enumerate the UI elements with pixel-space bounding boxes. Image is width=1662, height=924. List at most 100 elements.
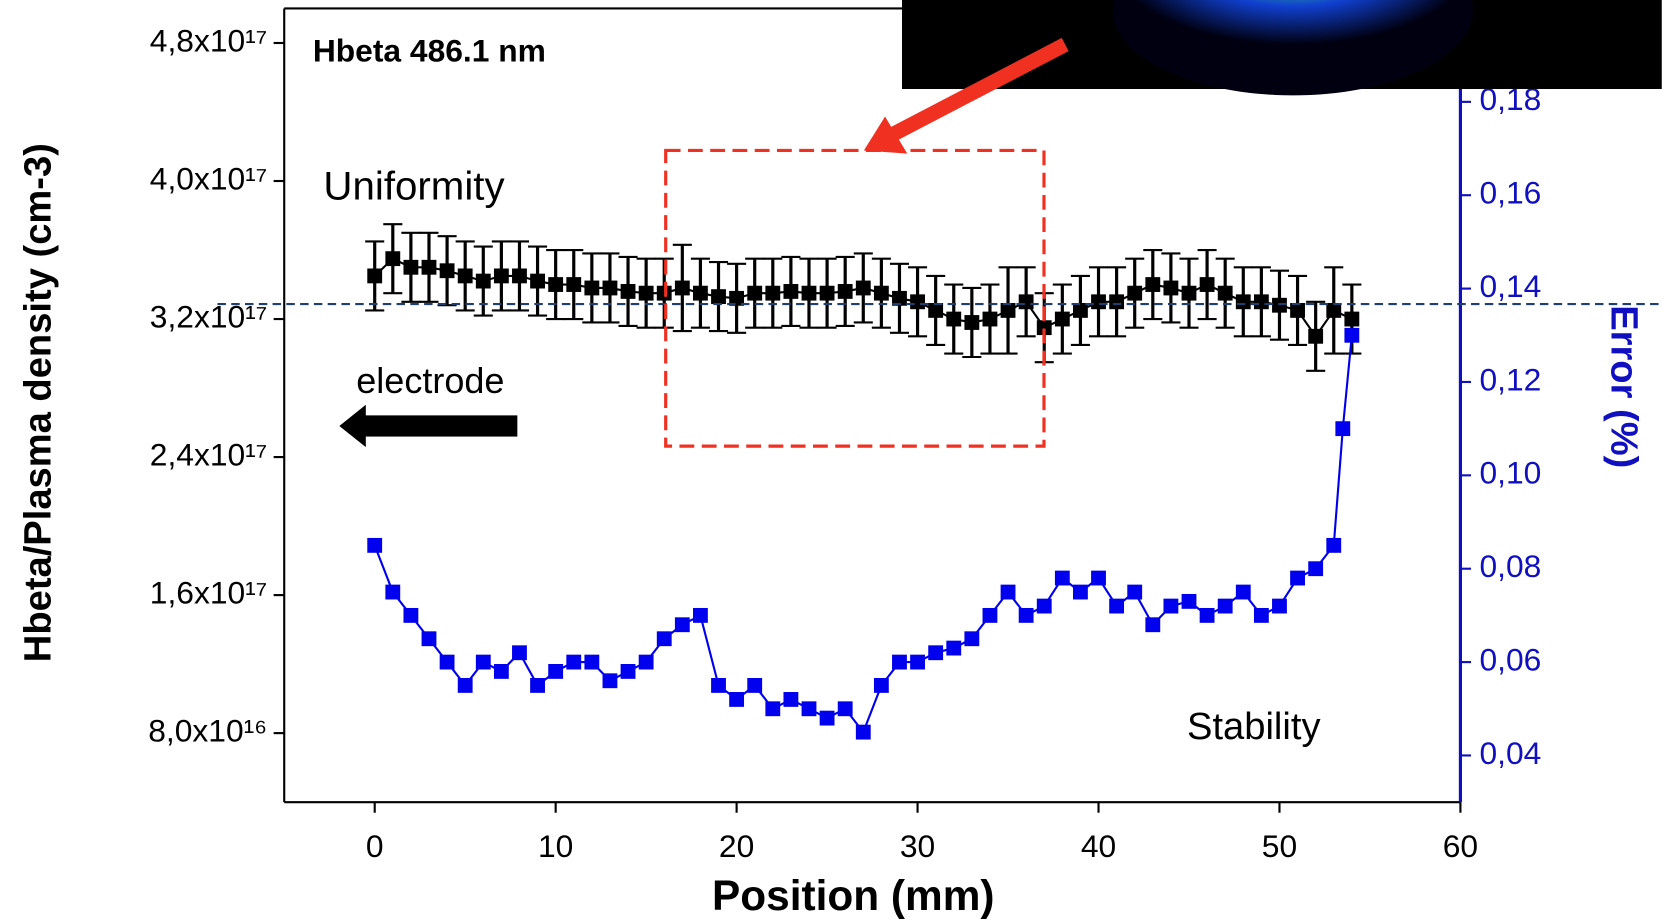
point (1018, 294, 1034, 310)
electrode-arrow-head (339, 404, 366, 448)
point (620, 284, 636, 299)
point (385, 251, 401, 267)
point (982, 607, 998, 623)
point (928, 302, 944, 318)
y2-tick-label: 0,16 (1479, 175, 1541, 211)
electrode-arrow (362, 415, 518, 437)
point (711, 289, 726, 305)
point (910, 294, 925, 310)
x-tick-label: 50 (1262, 828, 1297, 864)
point (1272, 297, 1287, 313)
point (837, 284, 853, 299)
point (1344, 311, 1360, 327)
point (385, 584, 401, 600)
x-tick-label: 30 (900, 828, 935, 864)
point (403, 607, 419, 623)
point (674, 617, 690, 633)
point (1054, 570, 1070, 586)
y2-tick-label: 0,08 (1479, 548, 1541, 584)
point (1326, 302, 1342, 318)
point (946, 311, 962, 327)
point (729, 692, 745, 707)
point (1181, 285, 1197, 301)
point (1018, 607, 1034, 623)
point (765, 285, 781, 301)
point (403, 259, 419, 275)
point (801, 285, 817, 301)
inset-glow (1112, 0, 1474, 96)
point (512, 268, 527, 284)
point (1308, 561, 1324, 577)
point (602, 280, 618, 296)
chart-title: Hbeta 486.1 nm (313, 32, 546, 68)
point (457, 678, 473, 693)
y2-axis-label: Error (%) (1602, 305, 1645, 468)
point (1073, 302, 1088, 318)
point (1000, 302, 1016, 318)
point (711, 678, 726, 693)
point (873, 285, 889, 301)
point (421, 631, 437, 647)
point (855, 280, 871, 296)
arrow (886, 37, 1069, 143)
point (530, 273, 545, 289)
point (439, 654, 455, 670)
point (819, 710, 835, 726)
y-axis-label: Hbeta/Plasma density (cm-3) (17, 143, 60, 662)
point (638, 285, 654, 301)
y-tick-label: 8,0x10¹⁶ (148, 713, 267, 749)
point (747, 678, 763, 693)
point (1308, 328, 1324, 344)
point (747, 285, 763, 301)
point (1235, 294, 1251, 310)
x-axis-label: Position (mm) (712, 872, 995, 919)
y2-tick-label: 0,04 (1479, 735, 1541, 771)
x-tick-label: 60 (1443, 828, 1478, 864)
y-tick-label: 4,0x10¹⁷ (150, 160, 267, 196)
point (1145, 617, 1161, 633)
point (1290, 302, 1305, 318)
point (1000, 584, 1016, 600)
arrow-head (863, 116, 908, 154)
plot-area: 0 10 20 30 40 50 608,0x10¹⁶1,6x10¹⁷2,4x10¹⁷3,2… (148, 7, 1541, 864)
point (1217, 285, 1233, 301)
point (873, 678, 889, 693)
point (819, 285, 835, 301)
point (1181, 593, 1197, 609)
point (1290, 570, 1305, 586)
point (1091, 570, 1106, 586)
point (367, 268, 383, 284)
point (656, 631, 672, 647)
point (783, 692, 799, 707)
point (892, 290, 907, 306)
point (493, 268, 509, 284)
point (512, 645, 527, 661)
point (1036, 320, 1052, 336)
point (1109, 294, 1125, 310)
point (548, 277, 564, 292)
point (1127, 584, 1143, 600)
point (801, 701, 817, 717)
point (548, 664, 564, 679)
point (1091, 294, 1106, 310)
y-tick-label: 4,8x10¹⁷ (150, 22, 267, 58)
point (837, 701, 853, 717)
y-tick-label: 1,6x10¹⁷ (150, 574, 267, 610)
point (421, 259, 437, 275)
highlight-box (664, 148, 1046, 448)
y2-tick-label: 0,14 (1479, 268, 1541, 304)
point (765, 701, 781, 717)
point (1199, 277, 1215, 292)
point (693, 285, 708, 301)
point (1109, 598, 1125, 614)
point (1272, 598, 1287, 614)
point (729, 290, 745, 306)
point (1073, 584, 1088, 600)
point (964, 315, 980, 330)
point (1253, 607, 1269, 623)
point (1335, 421, 1351, 437)
x-tick-label: 40 (1081, 828, 1116, 864)
point (638, 654, 654, 670)
annotation: Uniformity (323, 163, 505, 208)
